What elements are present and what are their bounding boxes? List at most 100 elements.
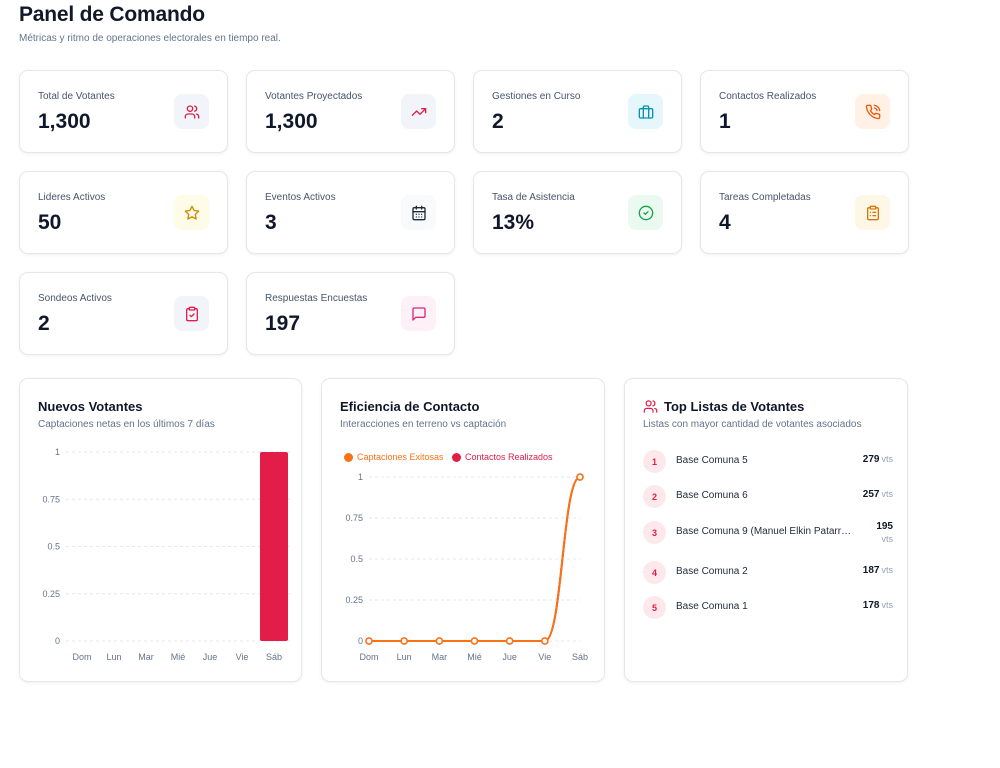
stat-icon-box xyxy=(401,195,436,230)
stat-value: 3 xyxy=(265,211,277,234)
stat-value: 13% xyxy=(492,211,535,234)
y-tick-label: 1 xyxy=(55,447,60,457)
list-item[interactable]: 4 Base Comuna 2 187 vts xyxy=(643,560,897,586)
x-tick-label: Mié xyxy=(467,652,482,662)
x-tick-label: Mié xyxy=(171,652,186,662)
list-name: Base Comuna 2 xyxy=(676,566,748,577)
stat-icon-box xyxy=(628,195,663,230)
stat-card[interactable]: Respuestas Encuestas 197 xyxy=(246,272,455,355)
stat-icon-box xyxy=(628,94,663,129)
stat-icon-box xyxy=(174,195,209,230)
list-count: 178 vts xyxy=(863,600,893,611)
x-tick-label: Jue xyxy=(502,652,517,662)
stat-icon-box xyxy=(174,94,209,129)
top-lists-header: Top Listas de Votantes xyxy=(643,399,804,414)
check-circle-icon xyxy=(638,205,653,220)
data-point[interactable] xyxy=(576,473,584,481)
legend-label-contactos: Contactos Realizados xyxy=(465,452,553,462)
x-tick-label: Mar xyxy=(138,652,154,662)
stat-label: Respuestas Encuestas xyxy=(265,293,368,304)
stat-label: Gestiones en Curso xyxy=(492,91,581,102)
stat-label: Sondeos Activos xyxy=(38,293,112,304)
message-square-icon xyxy=(411,306,426,321)
rank-badge: 4 xyxy=(643,561,666,584)
stat-card[interactable]: Total de Votantes 1,300 xyxy=(19,70,228,153)
x-tick-label: Jue xyxy=(203,652,218,662)
data-point[interactable] xyxy=(541,637,549,645)
top-lists-panel: Top Listas de Votantes Listas con mayor … xyxy=(624,378,908,682)
y-tick-label: 0 xyxy=(55,636,60,646)
x-tick-label: Vie xyxy=(538,652,551,662)
y-tick-label: 0.75 xyxy=(345,513,363,523)
legend-item-captaciones[interactable]: Captaciones Exitosas xyxy=(344,452,444,462)
contact-efficiency-panel: Eficiencia de Contacto Interacciones en … xyxy=(321,378,605,682)
legend-dot-contactos xyxy=(452,452,461,462)
list-item[interactable]: 2 Base Comuna 6 257 vts xyxy=(643,484,897,510)
stat-label: Lideres Activos xyxy=(38,192,106,203)
stat-icon-box xyxy=(855,195,890,230)
stat-card[interactable]: Tareas Completadas 4 xyxy=(700,171,909,254)
stat-value: 1,300 xyxy=(38,110,91,133)
x-tick-label: Sáb xyxy=(266,652,282,662)
legend-label-captaciones: Captaciones Exitosas xyxy=(357,452,444,462)
stat-label: Contactos Realizados xyxy=(719,91,817,102)
list-count-value: 187 xyxy=(862,565,880,576)
x-tick-label: Lun xyxy=(397,652,412,662)
list-count-unit: vts xyxy=(881,534,893,544)
data-point[interactable] xyxy=(365,637,373,645)
list-count: 187 vts xyxy=(863,565,893,576)
stat-card[interactable]: Tasa de Asistencia 13% xyxy=(473,171,682,254)
list-item[interactable]: 5 Base Comuna 1 178 vts xyxy=(643,595,897,621)
y-tick-label: 0.25 xyxy=(42,589,60,599)
stat-icon-box xyxy=(174,296,209,331)
x-tick-label: Lun xyxy=(106,652,121,662)
stat-label: Total de Votantes xyxy=(38,91,115,102)
stat-card[interactable]: Sondeos Activos 2 xyxy=(19,272,228,355)
list-name: Base Comuna 6 xyxy=(676,490,748,501)
stat-card[interactable]: Votantes Proyectados 1,300 xyxy=(246,70,455,153)
list-count: 257 vts xyxy=(863,489,893,500)
new-voters-title: Nuevos Votantes xyxy=(38,399,143,414)
list-count-value: 178 xyxy=(862,600,880,611)
list-item[interactable]: 1 Base Comuna 5 279 vts xyxy=(643,449,897,475)
legend-item-contactos[interactable]: Contactos Realizados xyxy=(452,452,553,462)
list-count-value: 279 xyxy=(862,454,880,465)
stat-card[interactable]: Eventos Activos 3 xyxy=(246,171,455,254)
top-lists-subtitle: Listas con mayor cantidad de votantes as… xyxy=(643,419,862,430)
new-voters-panel: Nuevos Votantes Captaciones netas en los… xyxy=(19,378,302,682)
rank-badge: 2 xyxy=(643,485,666,508)
data-point[interactable] xyxy=(470,637,479,645)
data-point[interactable] xyxy=(400,637,408,645)
stat-label: Tasa de Asistencia xyxy=(492,192,575,203)
clipboard-check-icon xyxy=(185,306,198,321)
calendar-icon xyxy=(411,205,426,220)
stat-value: 4 xyxy=(719,211,731,234)
top-lists-title: Top Listas de Votantes xyxy=(664,399,805,414)
y-tick-label: 1 xyxy=(358,472,363,482)
list-count-unit: vts xyxy=(881,454,893,464)
stat-card[interactable]: Contactos Realizados 1 xyxy=(700,70,909,153)
list-name: Base Comuna 1 xyxy=(676,601,748,612)
y-tick-label: 0.25 xyxy=(345,595,363,605)
stat-value: 1,300 xyxy=(265,110,318,133)
stat-card[interactable]: Lideres Activos 50 xyxy=(19,171,228,254)
phone-call-icon xyxy=(865,104,880,119)
list-count: 279 vts xyxy=(863,454,893,465)
stat-card[interactable]: Gestiones en Curso 2 xyxy=(473,70,682,153)
data-point[interactable] xyxy=(505,637,514,645)
stat-value: 2 xyxy=(38,312,50,335)
legend-dot-captaciones xyxy=(344,452,353,462)
contact-efficiency-chart: 0 0.25 0.5 0.75 1 Dom Lun Mar Mié Jue Vie Sáb xyxy=(345,472,588,662)
contact-efficiency-subtitle: Interacciones en terreno vs captación xyxy=(340,419,507,430)
x-tick-label: Vie xyxy=(236,652,249,662)
stat-icon-box xyxy=(401,296,436,331)
list-name: Base Comuna 5 xyxy=(676,455,748,466)
rank-badge: 1 xyxy=(643,450,666,473)
bar[interactable] xyxy=(260,452,288,641)
rank-badge: 5 xyxy=(643,596,666,619)
briefcase-icon xyxy=(638,104,653,119)
list-item[interactable]: 3 Base Comuna 9 (Manuel Elkin Patarroyo) 1… xyxy=(643,520,897,546)
contact-efficiency-title: Eficiencia de Contacto xyxy=(340,399,480,414)
data-point[interactable] xyxy=(435,637,444,645)
x-tick-label: Sáb xyxy=(572,652,588,662)
